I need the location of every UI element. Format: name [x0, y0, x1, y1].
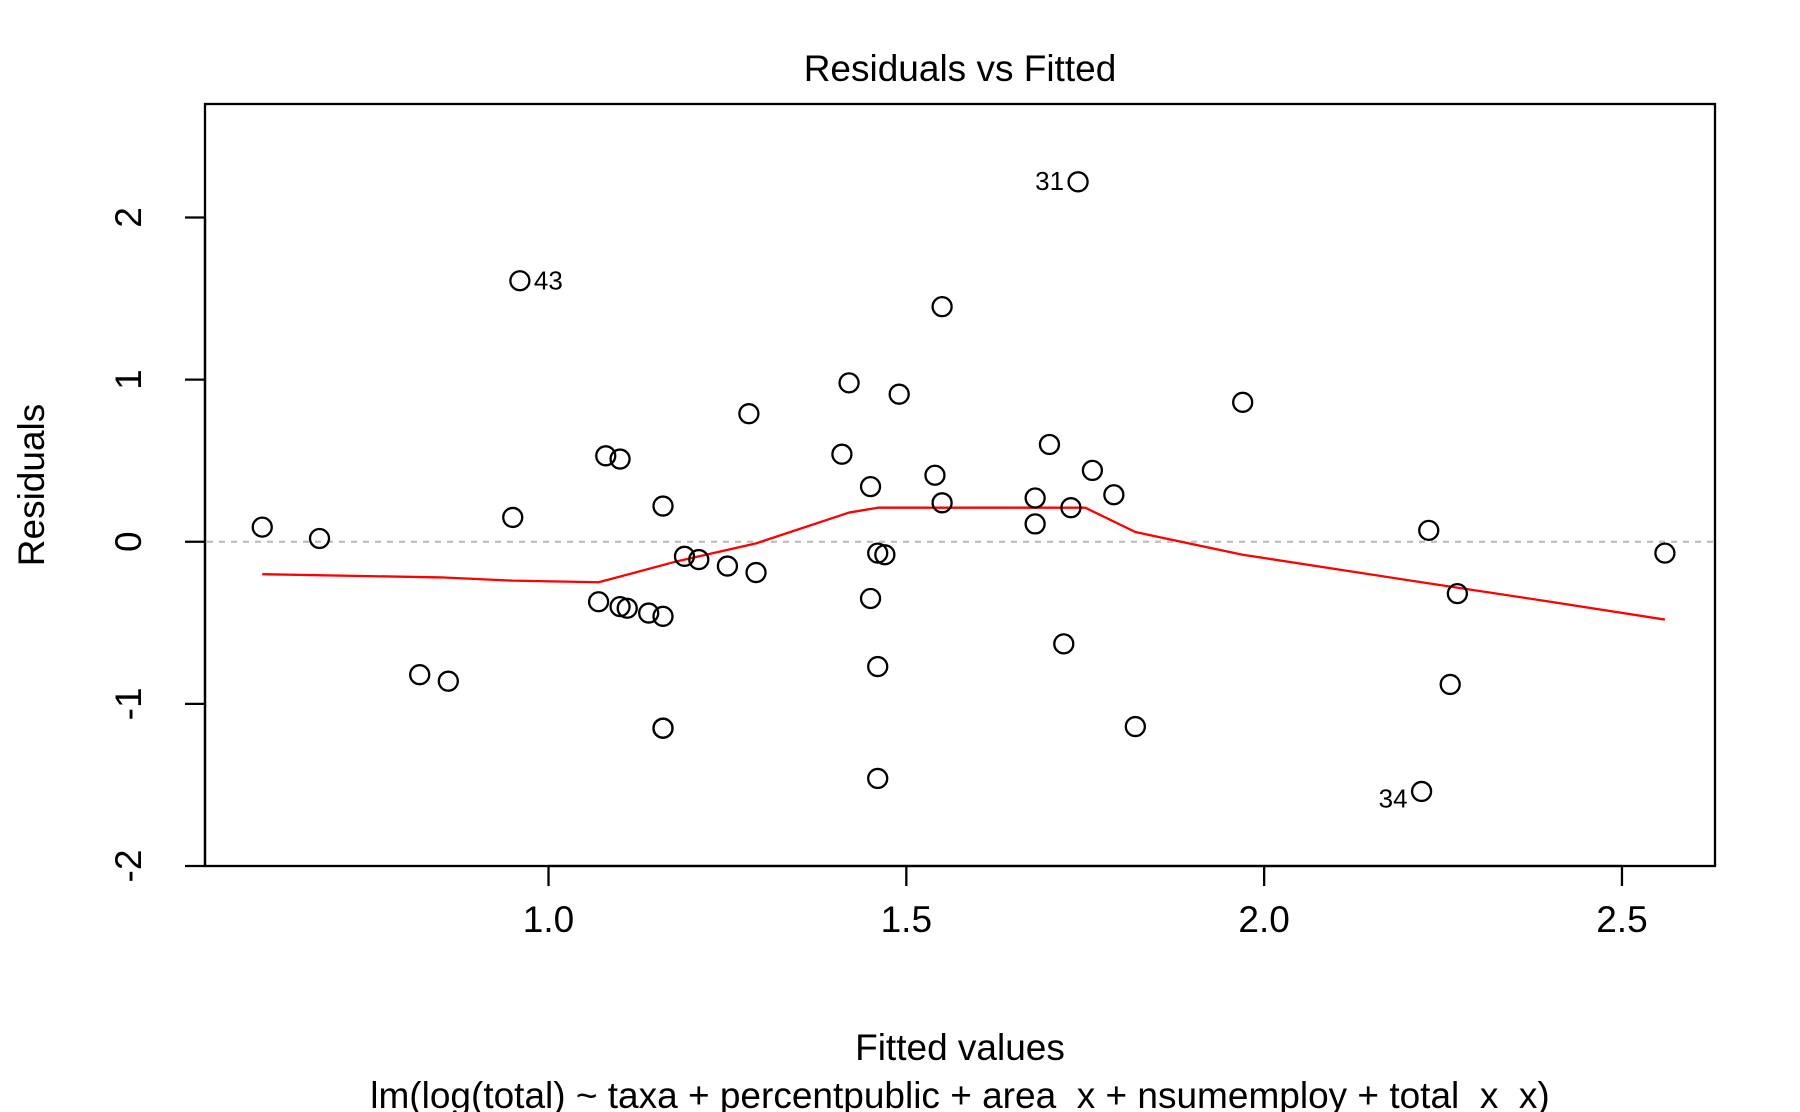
x-tick-label: 1.5 — [881, 899, 932, 940]
point-label: 34 — [1379, 783, 1408, 813]
data-point — [652, 605, 674, 627]
x-tick-label: 2.0 — [1238, 899, 1289, 940]
data-point — [1124, 715, 1146, 738]
data-point — [616, 597, 638, 619]
data-point — [831, 443, 853, 465]
y-tick-label: -1 — [108, 687, 149, 720]
smoother-line — [262, 506, 1666, 621]
data-point — [745, 561, 767, 584]
point-label: 31 — [1035, 166, 1064, 196]
data-point — [308, 527, 331, 550]
data-point — [1038, 433, 1061, 456]
data-point — [716, 555, 739, 577]
x-tick-label: 2.5 — [1596, 899, 1647, 940]
data-point — [609, 448, 631, 470]
data-point — [1081, 459, 1104, 482]
data-point — [688, 548, 710, 571]
y-tick-label: 2 — [108, 207, 149, 228]
data-point — [924, 464, 946, 486]
x-axis-label: Fitted values — [855, 1027, 1065, 1068]
data-point — [595, 445, 617, 467]
data-point — [1103, 484, 1125, 506]
data-point — [1439, 673, 1461, 696]
data-point — [931, 296, 953, 318]
smoother-line-layer — [262, 506, 1666, 621]
data-point — [1067, 171, 1089, 193]
data-point — [867, 655, 889, 678]
data-point — [1024, 487, 1046, 509]
data-point — [502, 506, 524, 529]
data-point — [867, 767, 889, 790]
data-point — [509, 270, 531, 292]
data-point — [931, 492, 953, 514]
data-point — [859, 475, 882, 498]
y-tick-label: 0 — [108, 531, 149, 552]
point-label: 43 — [534, 266, 563, 296]
data-point — [251, 516, 273, 538]
data-point — [838, 372, 860, 394]
data-point — [437, 670, 459, 692]
data-point — [652, 717, 674, 739]
data-point — [874, 544, 896, 566]
data-point — [673, 545, 696, 567]
data-point — [1446, 582, 1469, 605]
data-point — [1654, 542, 1676, 564]
x-axis: 1.0 1.5 2.0 2.5 — [523, 864, 1648, 940]
data-point — [1232, 391, 1254, 413]
data-point — [652, 495, 674, 517]
points-layer — [251, 171, 1676, 803]
data-point — [638, 602, 660, 624]
chart-subtitle: lm(log(total) ~ taxa + percentpublic + a… — [370, 1075, 1549, 1112]
x-tick-label: 1.0 — [523, 899, 574, 940]
data-point — [409, 664, 431, 686]
y-tick-label: -2 — [108, 850, 149, 883]
data-point — [1410, 780, 1433, 803]
data-point — [738, 403, 760, 425]
data-point — [1024, 513, 1046, 535]
point-labels-layer: 43 31 34 — [534, 166, 1408, 814]
data-point — [1060, 497, 1082, 519]
data-point — [859, 587, 882, 610]
y-axis-label: Residuals — [11, 404, 52, 566]
data-point — [1053, 633, 1075, 655]
y-tick-label: 1 — [108, 369, 149, 390]
chart-title: Residuals vs Fitted — [804, 48, 1117, 89]
data-point — [888, 383, 910, 405]
data-point — [587, 591, 610, 613]
y-axis: -2 -1 0 1 2 — [108, 207, 207, 883]
data-point — [1418, 519, 1440, 542]
